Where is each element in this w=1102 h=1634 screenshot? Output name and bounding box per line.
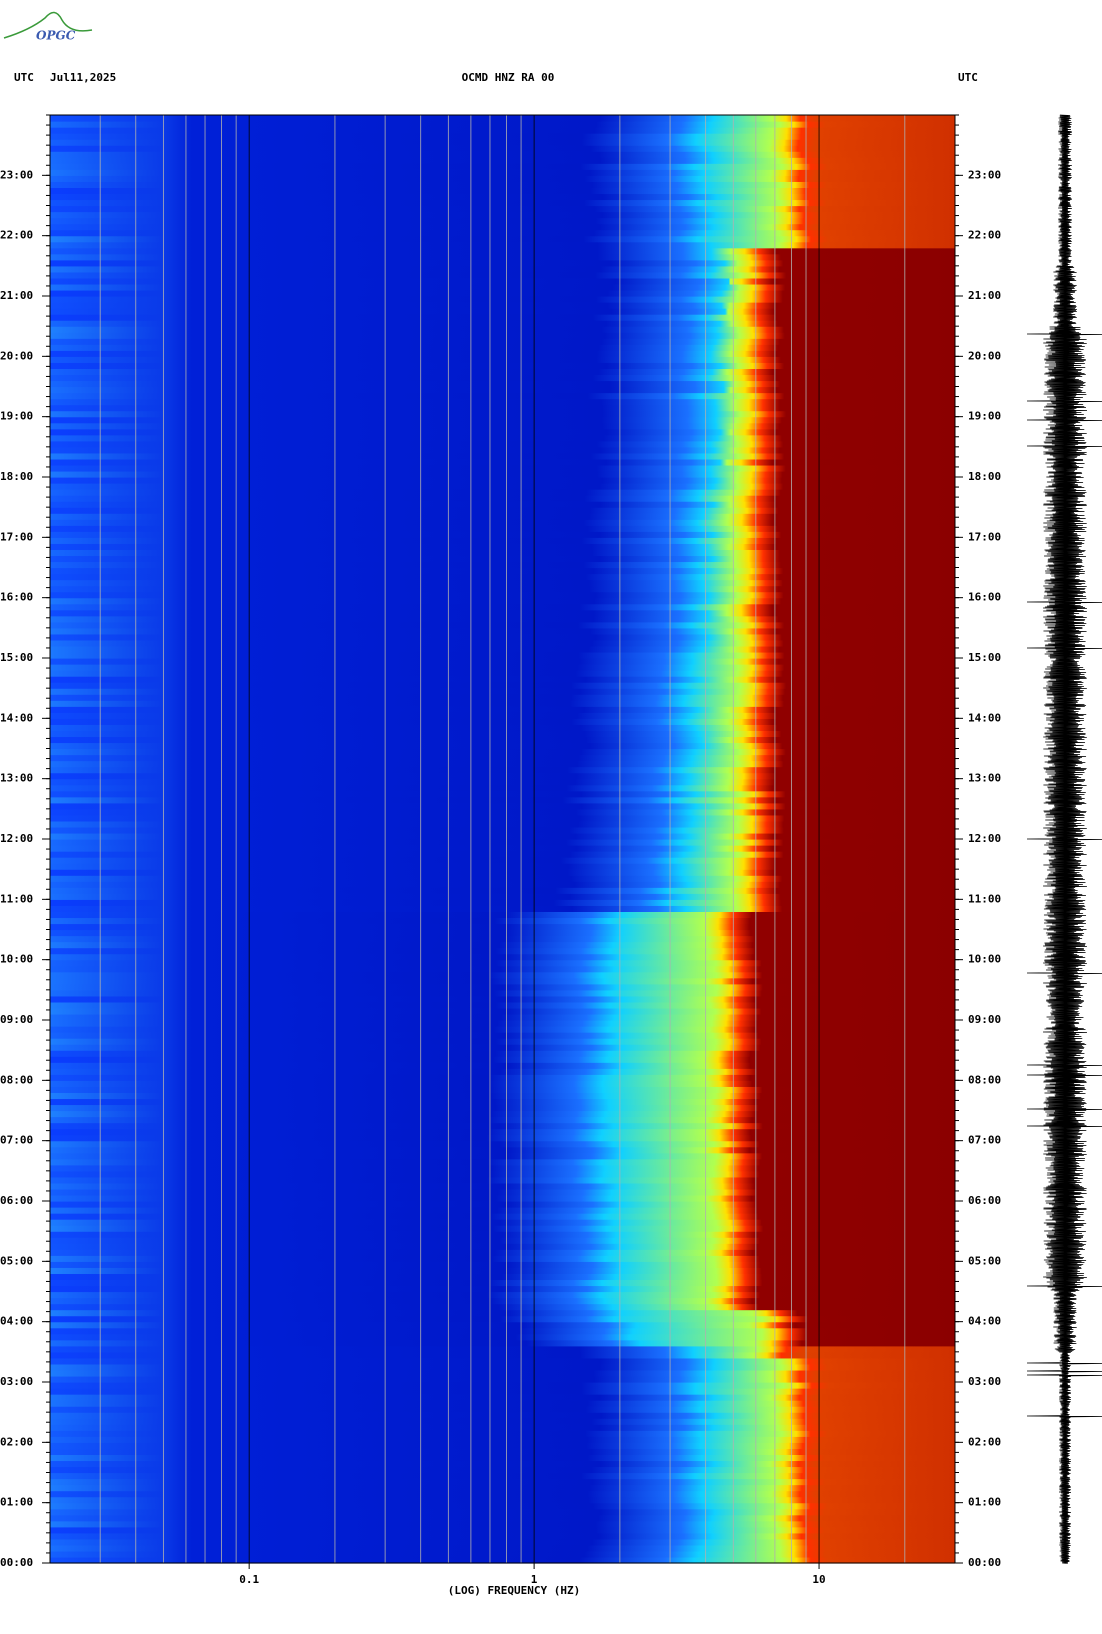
- y-tick-label: 16:00: [0, 591, 33, 604]
- y-tick-label-right: 21:00: [968, 289, 1001, 302]
- y-tick-label-right: 22:00: [968, 229, 1001, 242]
- y-tick-label: 13:00: [0, 772, 33, 785]
- y-tick-label-right: 18:00: [968, 470, 1001, 483]
- y-tick-label-right: 11:00: [968, 892, 1001, 905]
- logo-arc: [3, 11, 93, 39]
- header-date: Jul11,2025: [50, 71, 116, 84]
- y-tick-label-right: 15:00: [968, 651, 1001, 664]
- x-tick-label: 1: [531, 1573, 538, 1586]
- y-tick-label: 15:00: [0, 651, 33, 664]
- y-tick-label: 09:00: [0, 1013, 33, 1026]
- y-tick-label-right: 10:00: [968, 953, 1001, 966]
- y-tick-label-right: 16:00: [968, 591, 1001, 604]
- y-tick-label: 21:00: [0, 289, 33, 302]
- x-tick-label: 0.1: [239, 1573, 259, 1586]
- y-tick-label-right: 06:00: [968, 1194, 1001, 1207]
- y-tick-label-right: 12:00: [968, 832, 1001, 845]
- logo-text: OPGC: [36, 29, 76, 43]
- y-tick-label: 03:00: [0, 1375, 33, 1388]
- y-tick-label: 17:00: [0, 530, 33, 543]
- y-tick-label: 14:00: [0, 711, 33, 724]
- y-tick-label: 08:00: [0, 1073, 33, 1086]
- y-tick-label-right: 23:00: [968, 168, 1001, 181]
- y-tick-label: 10:00: [0, 953, 33, 966]
- y-tick-label: 19:00: [0, 410, 33, 423]
- header-left: UTC: [14, 71, 34, 84]
- y-tick-label-right: 14:00: [968, 711, 1001, 724]
- y-tick-label: 02:00: [0, 1435, 33, 1448]
- x-axis-label: (LOG) FREQUENCY (HZ): [448, 1584, 580, 1597]
- y-tick-label-right: 07:00: [968, 1134, 1001, 1147]
- y-tick-label-right: 01:00: [968, 1496, 1001, 1509]
- y-tick-label: 12:00: [0, 832, 33, 845]
- y-tick-label: 11:00: [0, 892, 33, 905]
- seismogram: [1026, 114, 1102, 1564]
- y-tick-label: 22:00: [0, 229, 33, 242]
- y-tick-label: 18:00: [0, 470, 33, 483]
- y-tick-label-right: 09:00: [968, 1013, 1001, 1026]
- y-tick-label-right: 03:00: [968, 1375, 1001, 1388]
- y-tick-label: 07:00: [0, 1134, 33, 1147]
- logo: OPGC: [3, 11, 93, 43]
- x-tick-label: 10: [812, 1573, 825, 1586]
- y-tick-label: 06:00: [0, 1194, 33, 1207]
- y-tick-label: 20:00: [0, 349, 33, 362]
- header-right: UTC: [958, 71, 978, 84]
- y-tick-label-right: 17:00: [968, 530, 1001, 543]
- spectrogram: [50, 115, 955, 1564]
- y-tick-label-right: 05:00: [968, 1254, 1001, 1267]
- y-tick-label-right: 19:00: [968, 410, 1001, 423]
- header-station: OCMD HNZ RA 00: [462, 71, 555, 84]
- y-tick-label: 05:00: [0, 1254, 33, 1267]
- y-tick-label-right: 04:00: [968, 1315, 1001, 1328]
- y-tick-label-right: 13:00: [968, 772, 1001, 785]
- y-tick-label: 00:00: [0, 1556, 33, 1569]
- y-tick-label-right: 02:00: [968, 1435, 1001, 1448]
- y-tick-label-right: 08:00: [968, 1073, 1001, 1086]
- y-tick-label: 01:00: [0, 1496, 33, 1509]
- y-tick-label: 23:00: [0, 168, 33, 181]
- y-tick-label-right: 00:00: [968, 1556, 1001, 1569]
- y-tick-label: 04:00: [0, 1315, 33, 1328]
- y-tick-label-right: 20:00: [968, 349, 1001, 362]
